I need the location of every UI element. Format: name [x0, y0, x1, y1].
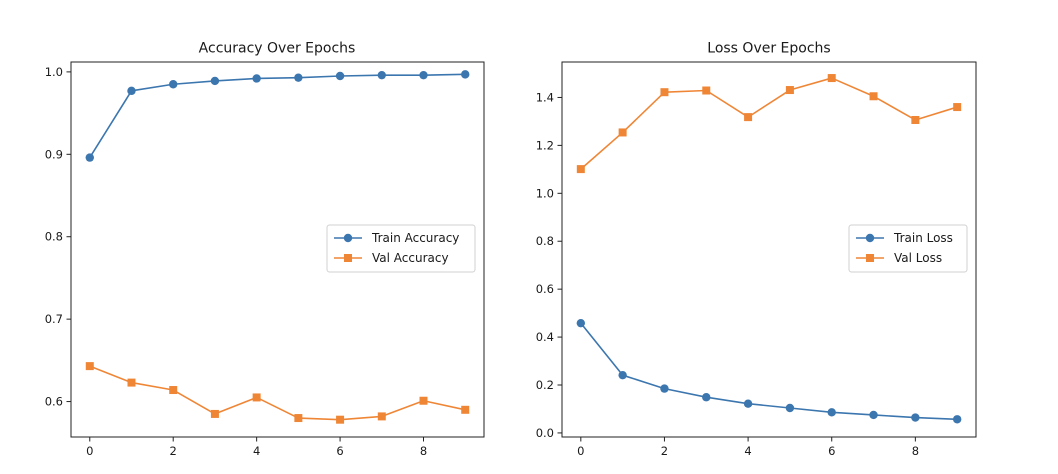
loss-val-point: [576, 165, 585, 174]
loss-train-point: [785, 403, 795, 413]
accuracy-val-point: [461, 405, 470, 414]
loss-legend-box: [848, 224, 968, 273]
loss-train-point: [827, 408, 836, 417]
loss-train-point: [743, 399, 753, 408]
loss-train-point: [952, 415, 962, 424]
accuracy-xtick-label: 8: [420, 444, 427, 458]
accuracy-xtick-label: 4: [253, 444, 260, 458]
accuracy-series-layer: [85, 70, 470, 424]
accuracy-train-point: [169, 80, 178, 89]
loss-plot-area: [561, 61, 977, 438]
accuracy-legend-train-marker: [343, 233, 353, 243]
loss-val-point: [953, 103, 962, 112]
loss-train-point: [702, 393, 711, 402]
loss-chart: Loss Over Epochs 0 2 4 6 8 0.0 0.2 0.4 0.6 0.8 1.0…: [536, 41, 977, 458]
accuracy-ytick-label: 0.7: [45, 312, 63, 326]
loss-legend-val-label: Val Loss: [894, 251, 942, 265]
accuracy-xtick-label: 2: [170, 444, 177, 458]
loss-ytick-label: 0.4: [536, 330, 554, 344]
loss-val-point: [744, 113, 753, 122]
loss-xtick-label: 6: [828, 444, 835, 458]
accuracy-train-point: [294, 73, 303, 82]
accuracy-legend-val-marker: [344, 254, 352, 262]
accuracy-val-point: [294, 414, 303, 423]
loss-val-point: [702, 86, 711, 95]
accuracy-val-point: [419, 396, 428, 405]
accuracy-val-point: [210, 409, 219, 418]
accuracy-val-point: [252, 393, 261, 402]
accuracy-train-point: [210, 76, 220, 86]
loss-axis-ticks: 0 2 4 6 8 0.0 0.2 0.4 0.6 0.8 1.0 1.2 1.4: [536, 90, 919, 458]
loss-val-point: [827, 74, 836, 83]
loss-xtick-label: 8: [912, 444, 919, 458]
loss-series-layer: [576, 74, 962, 424]
accuracy-legend-train-label: Train Accuracy: [371, 231, 459, 245]
loss-train-point: [911, 413, 920, 422]
accuracy-ytick-label: 1.0: [45, 65, 63, 79]
accuracy-val-point: [85, 362, 94, 371]
accuracy-train-point: [85, 153, 94, 162]
loss-ytick-label: 0.8: [536, 234, 554, 248]
accuracy-xtick-label: 6: [336, 444, 343, 458]
loss-val-point: [618, 128, 627, 137]
loss-xtick-label: 4: [744, 444, 751, 458]
loss-train-point: [576, 318, 586, 328]
accuracy-train-point: [377, 70, 386, 80]
loss-legend-val-marker: [866, 254, 874, 262]
loss-chart-title: Loss Over Epochs: [707, 41, 830, 57]
accuracy-val-point: [127, 378, 136, 387]
loss-legend-train-label: Train Loss: [893, 231, 953, 245]
accuracy-legend-val-label: Val Accuracy: [372, 251, 449, 265]
loss-ytick-label: 1.2: [536, 138, 554, 152]
accuracy-train-point: [419, 70, 428, 80]
loss-train-point: [869, 410, 878, 420]
accuracy-plot-area: [70, 61, 485, 438]
accuracy-train-point: [461, 70, 470, 79]
accuracy-train-point: [252, 74, 261, 83]
accuracy-ytick-label: 0.9: [45, 147, 63, 161]
accuracy-ytick-label: 0.6: [45, 395, 63, 409]
accuracy-val-series-line: [89, 365, 466, 421]
loss-ytick-label: 0.2: [536, 378, 554, 392]
accuracy-val-point: [169, 386, 178, 395]
accuracy-ytick-label: 0.8: [45, 230, 63, 244]
accuracy-val-point: [377, 412, 386, 421]
accuracy-train-point: [127, 86, 136, 96]
accuracy-train-series-line: [89, 73, 466, 159]
loss-ytick-label: 1.4: [536, 90, 554, 104]
loss-legend-train-marker: [865, 233, 875, 243]
accuracy-chart: Accuracy Over Epochs 0 2 4 6 8 0.6 0.7 0.8 0.9 1.…: [45, 41, 485, 458]
loss-train-series-line: [580, 322, 958, 421]
accuracy-axis-ticks: 0 2 4 6 8 0.6 0.7 0.8 0.9 1.0: [45, 65, 427, 458]
loss-val-point: [660, 88, 669, 97]
loss-ytick-label: 1.0: [536, 186, 554, 200]
loss-train-point: [618, 370, 627, 380]
loss-val-series-line: [580, 77, 958, 170]
loss-train-point: [660, 384, 669, 393]
loss-ytick-label: 0.6: [536, 282, 554, 296]
accuracy-chart-title: Accuracy Over Epochs: [199, 41, 356, 57]
loss-legend: Train Loss Val Loss: [848, 224, 968, 273]
loss-ytick-label: 0.0: [536, 426, 554, 440]
loss-val-point: [785, 86, 794, 95]
loss-val-point: [869, 92, 878, 101]
loss-val-point: [911, 115, 920, 124]
accuracy-xtick-label: 0: [86, 444, 93, 458]
loss-xtick-label: 0: [577, 444, 584, 458]
accuracy-train-point: [335, 71, 345, 81]
accuracy-legend-box: [326, 224, 476, 273]
loss-xtick-label: 2: [661, 444, 668, 458]
accuracy-val-point: [336, 415, 345, 424]
accuracy-legend: Train Accuracy Val Accuracy: [326, 224, 476, 273]
